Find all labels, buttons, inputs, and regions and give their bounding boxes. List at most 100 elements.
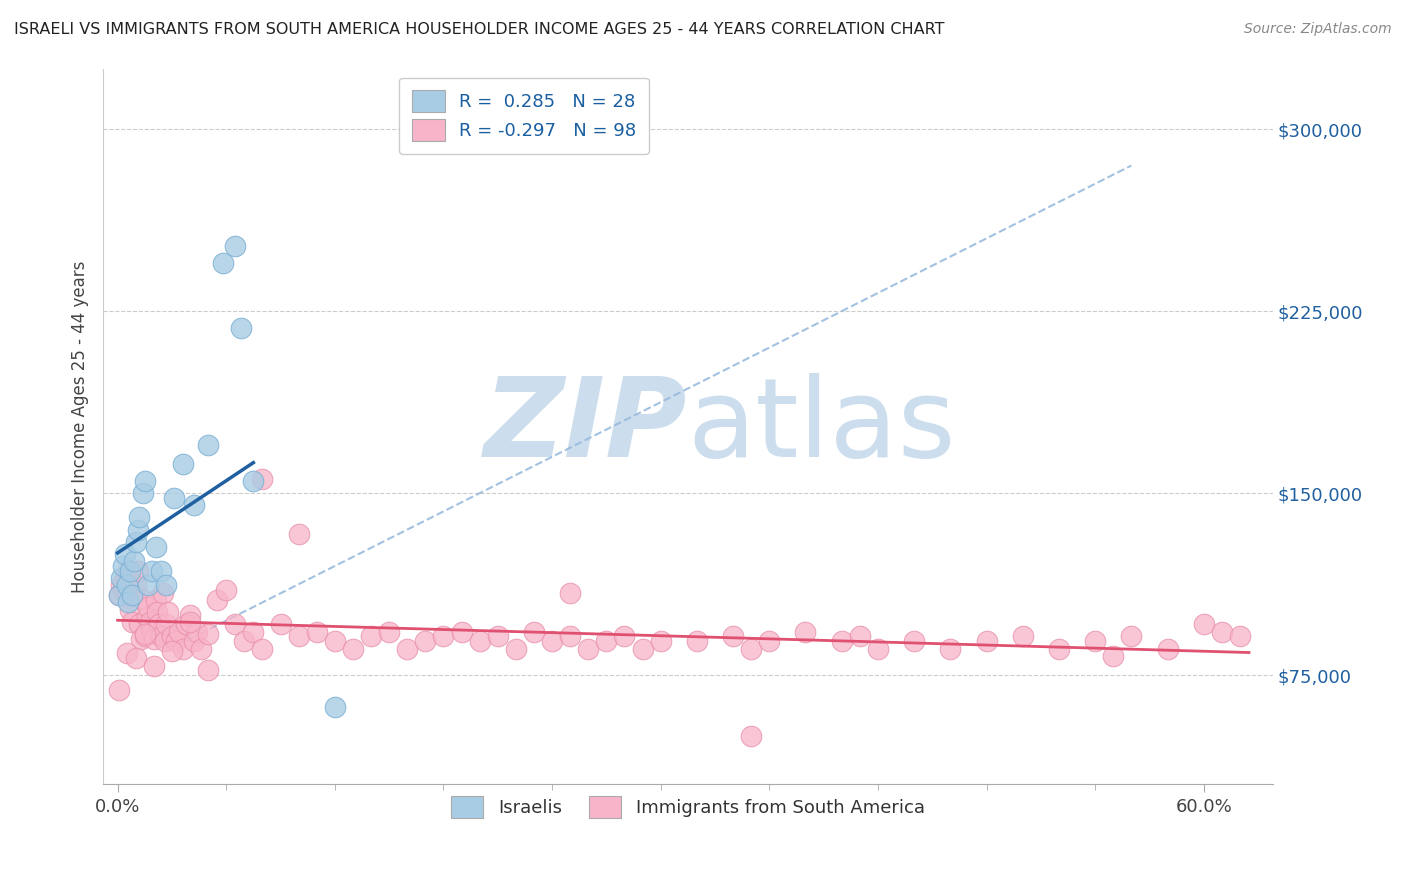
Point xyxy=(576,641,599,656)
Point xyxy=(141,564,163,578)
Point xyxy=(215,583,238,598)
Point xyxy=(211,255,233,269)
Point xyxy=(849,629,872,643)
Point xyxy=(108,588,131,602)
Point xyxy=(155,617,177,632)
Point xyxy=(155,578,177,592)
Point xyxy=(134,629,156,643)
Point xyxy=(138,578,160,592)
Point xyxy=(112,583,135,598)
Point xyxy=(122,588,145,602)
Point xyxy=(122,554,145,568)
Point xyxy=(252,472,274,486)
Point xyxy=(242,474,264,488)
Point xyxy=(740,729,762,743)
Point xyxy=(134,474,156,488)
Point xyxy=(117,595,139,609)
Point xyxy=(125,651,148,665)
Point xyxy=(115,646,138,660)
Point xyxy=(432,629,454,643)
Point xyxy=(160,644,183,658)
Point xyxy=(205,593,228,607)
Point xyxy=(1229,629,1251,643)
Point xyxy=(120,603,142,617)
Point xyxy=(486,629,509,643)
Point xyxy=(110,578,132,592)
Point xyxy=(197,664,219,678)
Point xyxy=(120,564,142,578)
Point xyxy=(224,238,246,252)
Point xyxy=(560,585,582,599)
Legend: Israelis, Immigrants from South America: Israelis, Immigrants from South America xyxy=(444,789,932,825)
Point xyxy=(108,682,131,697)
Point xyxy=(242,624,264,639)
Y-axis label: Householder Income Ages 25 - 44 years: Householder Income Ages 25 - 44 years xyxy=(72,260,89,592)
Point xyxy=(631,641,654,656)
Point xyxy=(150,629,173,643)
Point xyxy=(127,523,149,537)
Point xyxy=(396,641,419,656)
Point xyxy=(138,600,160,615)
Point xyxy=(179,607,201,622)
Point xyxy=(115,578,138,592)
Point xyxy=(110,571,132,585)
Point xyxy=(167,624,190,639)
Point xyxy=(176,617,198,632)
Point xyxy=(134,627,156,641)
Point xyxy=(183,634,205,648)
Point xyxy=(378,624,401,639)
Point xyxy=(121,615,143,629)
Point xyxy=(1121,629,1143,643)
Point xyxy=(132,593,155,607)
Point xyxy=(165,634,187,648)
Point xyxy=(686,634,709,648)
Point xyxy=(142,632,165,646)
Point xyxy=(541,634,564,648)
Point xyxy=(252,641,274,656)
Point xyxy=(794,624,817,639)
Point xyxy=(150,564,173,578)
Point xyxy=(831,634,853,648)
Point xyxy=(224,617,246,632)
Point xyxy=(128,510,150,524)
Point xyxy=(142,658,165,673)
Point xyxy=(115,588,138,602)
Point xyxy=(613,629,636,643)
Point xyxy=(1211,624,1233,639)
Point xyxy=(450,624,472,639)
Point xyxy=(1192,617,1215,632)
Point xyxy=(108,588,131,602)
Point xyxy=(1011,629,1033,643)
Point xyxy=(117,564,139,578)
Point xyxy=(190,641,212,656)
Point xyxy=(468,634,491,648)
Point xyxy=(125,578,148,592)
Point xyxy=(197,627,219,641)
Point xyxy=(141,624,163,639)
Point xyxy=(939,641,962,656)
Point xyxy=(160,629,183,643)
Text: atlas: atlas xyxy=(688,373,956,480)
Point xyxy=(172,457,194,471)
Point xyxy=(132,486,155,500)
Point xyxy=(146,605,169,619)
Text: ISRAELI VS IMMIGRANTS FROM SOUTH AMERICA HOUSEHOLDER INCOME AGES 25 - 44 YEARS C: ISRAELI VS IMMIGRANTS FROM SOUTH AMERICA… xyxy=(14,22,945,37)
Point xyxy=(172,641,194,656)
Point xyxy=(129,632,152,646)
Point xyxy=(976,634,998,648)
Point xyxy=(153,634,176,648)
Point xyxy=(758,634,780,648)
Point xyxy=(1156,641,1178,656)
Point xyxy=(186,624,208,639)
Text: ZIP: ZIP xyxy=(484,373,688,480)
Point xyxy=(721,629,744,643)
Point xyxy=(152,585,174,599)
Point xyxy=(148,617,170,632)
Point xyxy=(523,624,546,639)
Point xyxy=(323,634,346,648)
Point xyxy=(287,527,309,541)
Point xyxy=(145,540,167,554)
Point xyxy=(145,593,167,607)
Point xyxy=(650,634,672,648)
Point xyxy=(229,321,252,335)
